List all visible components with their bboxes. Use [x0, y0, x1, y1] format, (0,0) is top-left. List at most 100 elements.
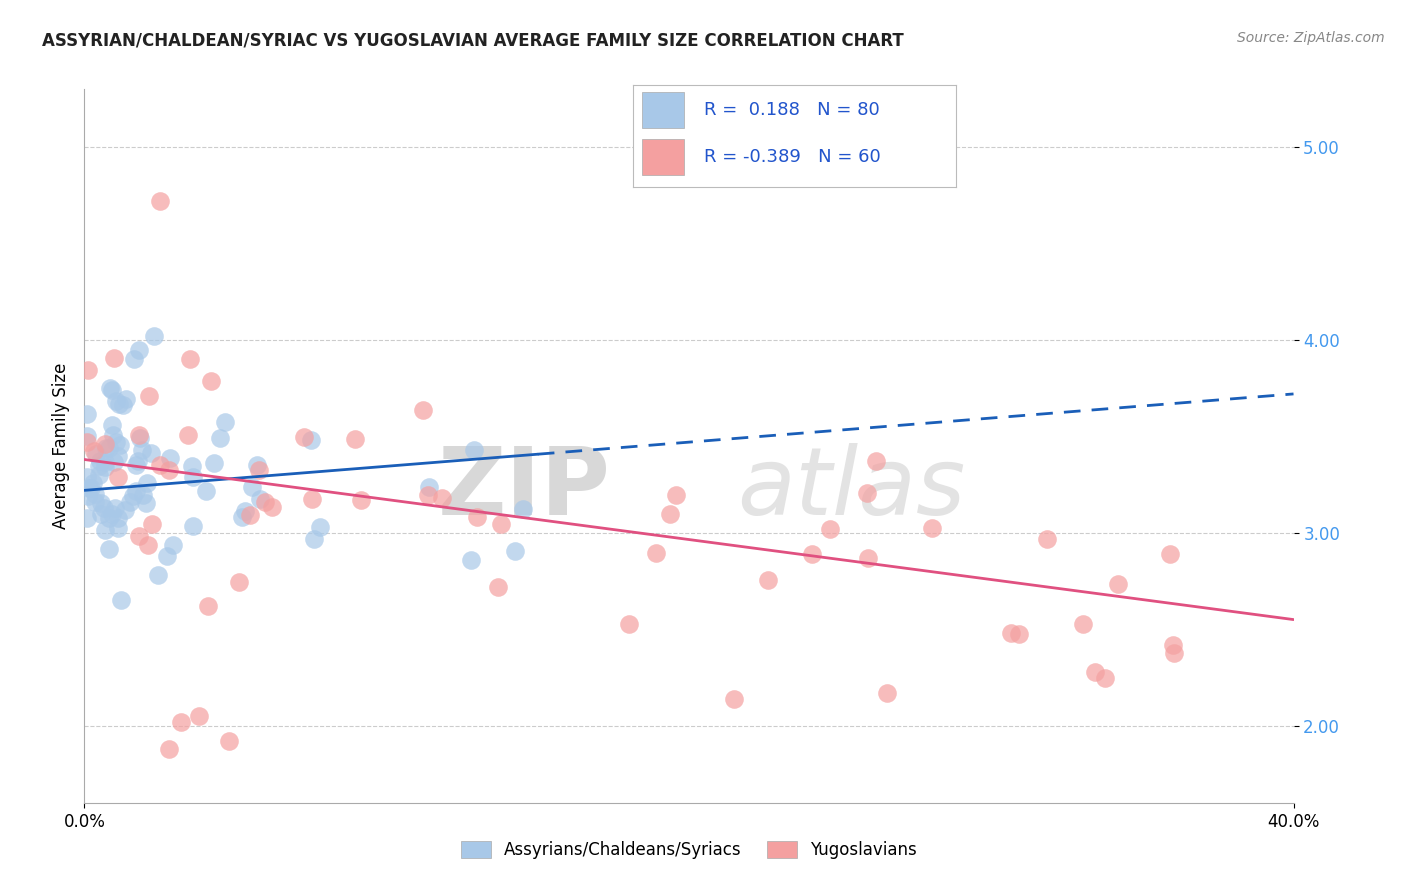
Point	[139, 446, 162, 460]
Point	[262, 500, 284, 515]
Point	[309, 520, 332, 534]
Point	[465, 509, 488, 524]
Point	[128, 343, 150, 357]
Point	[299, 434, 322, 448]
Point	[107, 521, 129, 535]
Point	[104, 435, 127, 450]
Point	[176, 427, 198, 442]
Point	[136, 475, 159, 490]
Point	[865, 454, 887, 468]
Point	[100, 508, 122, 522]
Y-axis label: Average Family Size: Average Family Size	[52, 363, 70, 529]
Point	[416, 488, 439, 502]
Point	[107, 511, 129, 525]
Point	[131, 488, 153, 502]
Point	[97, 442, 120, 456]
Point	[292, 430, 315, 444]
Point	[118, 495, 141, 509]
Point	[350, 492, 373, 507]
Point	[104, 394, 127, 409]
Point	[418, 480, 440, 494]
Point	[1094, 671, 1116, 685]
Point	[94, 455, 117, 469]
Point	[1163, 646, 1185, 660]
Point	[110, 438, 132, 452]
Point	[76, 470, 98, 484]
Point	[659, 507, 682, 521]
Point	[159, 450, 181, 465]
Text: R = -0.389   N = 60: R = -0.389 N = 60	[704, 147, 880, 166]
Point	[194, 484, 217, 499]
Point	[103, 351, 125, 366]
Text: ASSYRIAN/CHALDEAN/SYRIAC VS YUGOSLAVIAN AVERAGE FAMILY SIZE CORRELATION CHART: ASSYRIAN/CHALDEAN/SYRIAC VS YUGOSLAVIAN …	[42, 31, 904, 49]
Point	[124, 351, 146, 366]
Point	[188, 709, 211, 723]
Point	[249, 491, 271, 506]
Point	[128, 529, 150, 543]
Point	[486, 581, 509, 595]
Point	[1107, 576, 1129, 591]
Point	[162, 538, 184, 552]
Point	[1000, 625, 1022, 640]
Point	[202, 456, 225, 470]
Point	[141, 516, 163, 531]
Point	[101, 418, 124, 433]
Point	[1071, 616, 1094, 631]
Point	[101, 428, 124, 442]
Point	[128, 428, 150, 442]
Point	[665, 488, 688, 502]
Point	[83, 495, 105, 509]
Point	[157, 741, 180, 756]
Point	[240, 479, 263, 493]
Point	[76, 429, 98, 443]
Point	[856, 550, 879, 565]
Bar	[643, 139, 685, 175]
Point	[100, 383, 122, 397]
Point	[82, 475, 104, 490]
Point	[921, 521, 943, 535]
Point	[89, 454, 111, 468]
Text: R =  0.188   N = 80: R = 0.188 N = 80	[704, 101, 880, 119]
Point	[94, 436, 117, 450]
Point	[344, 432, 367, 446]
Point	[183, 519, 205, 533]
Point	[233, 503, 256, 517]
Point	[87, 458, 110, 473]
Point	[98, 381, 121, 395]
Point	[181, 470, 204, 484]
Point	[491, 517, 513, 532]
Text: Source: ZipAtlas.com: Source: ZipAtlas.com	[1237, 31, 1385, 45]
Point	[723, 691, 745, 706]
Point	[170, 714, 193, 729]
Point	[1159, 547, 1181, 561]
Point	[818, 522, 841, 536]
Point	[90, 496, 112, 510]
Point	[209, 431, 232, 445]
Point	[76, 510, 98, 524]
Point	[197, 599, 219, 613]
Legend: Assyrians/Chaldeans/Syriacs, Yugoslavians: Assyrians/Chaldeans/Syriacs, Yugoslavian…	[454, 834, 924, 866]
Point	[412, 403, 434, 417]
Point	[83, 443, 105, 458]
Text: atlas: atlas	[737, 443, 966, 534]
Point	[218, 734, 240, 748]
Point	[142, 329, 165, 343]
Point	[1084, 665, 1107, 679]
Point	[122, 490, 145, 504]
Point	[149, 194, 172, 208]
Point	[76, 434, 98, 449]
Point	[111, 398, 134, 412]
Point	[80, 481, 103, 495]
Point	[512, 502, 534, 516]
Bar	[643, 92, 685, 128]
Point	[617, 616, 640, 631]
Point	[148, 568, 170, 582]
Point	[104, 500, 127, 515]
Point	[97, 542, 120, 557]
Point	[644, 546, 666, 560]
Point	[856, 486, 879, 500]
Point	[156, 549, 179, 564]
Point	[127, 454, 149, 468]
Point	[149, 458, 172, 473]
Point	[247, 463, 270, 477]
